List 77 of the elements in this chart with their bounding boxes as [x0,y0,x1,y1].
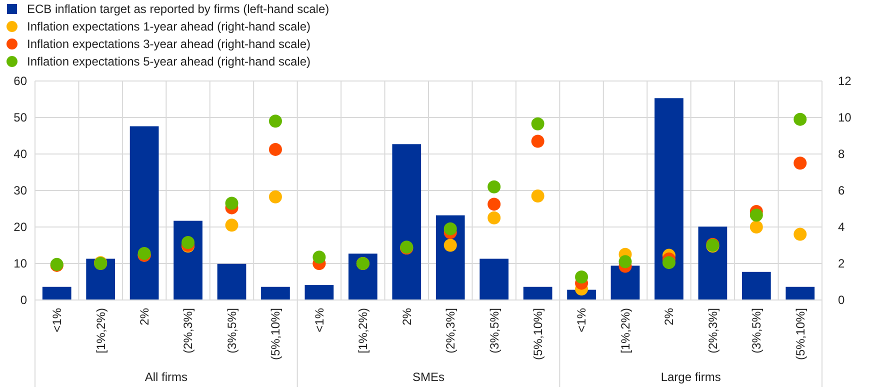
x-tick-label: 2% [400,308,414,326]
point [662,256,676,270]
point [531,189,544,202]
point [225,196,238,210]
bar [786,286,815,300]
x-tick-label: (2%,3%] [444,308,458,354]
x-tick-label: (2%,3%] [181,308,196,354]
y2-tick-label: 8 [838,147,845,162]
y-tick-label: 40 [14,147,28,162]
y2-tick-label: 2 [838,256,845,271]
bar [42,286,72,300]
bar [174,220,202,300]
y-tick-label: 30 [14,184,28,198]
text: All firms [144,370,188,384]
point [531,134,544,148]
x-tick-label: (5%,10%] [268,308,283,360]
bar [523,286,552,300]
point [488,180,501,194]
x-tick-label: (5%,10%] [531,308,546,360]
point [268,142,282,156]
point [794,112,807,126]
x-tick-label: [1%,2%) [356,308,370,354]
point [182,236,195,250]
point [444,222,457,236]
point [794,228,807,241]
y2-tick-label: 10 [838,110,852,125]
x-tick-label: (3%,5%] [224,308,239,354]
point [444,238,457,252]
point [531,117,544,130]
text: Large firms [660,370,721,384]
bar [610,266,640,300]
x-tick-label: (3%,5%] [487,308,502,354]
x-tick-label: (5%,10%] [793,308,808,360]
x-tick-label: (2%,3%] [706,308,720,354]
x-tick-label: (3%,5%] [750,308,764,354]
x-tick-label: <1% [50,308,64,332]
y-tick-label: 0 [20,293,28,308]
point [794,156,807,170]
point [750,208,763,222]
bar [654,98,684,300]
x-tick-label: <1% [312,308,326,332]
point [575,270,588,284]
y-tick-label: 10 [14,256,28,271]
x-tick-label: [1%,2%) [618,308,632,354]
y2-tick-label: 4 [838,220,845,234]
point [268,114,282,128]
y2-tick-label: 0 [838,293,845,308]
legend-label: Inflation expectations 1-year ahead (right-hand scale) [27,20,311,34]
x-tick-label: [1%,2%) [94,308,108,354]
bar [304,285,334,300]
legend-label: Inflation expectations 3-year ahead (right-hand scale) [27,37,311,52]
text: SMEs [412,370,445,384]
y-tick-label: 50 [14,110,28,125]
point [312,250,326,264]
y-tick-label: 60 [14,74,28,88]
bar [742,272,771,300]
bar [392,144,422,300]
x-tick-label: 2% [138,308,152,326]
point [488,198,501,211]
y-tick-label: 20 [14,220,28,234]
bar [261,286,290,300]
x-tick-label: 2% [662,308,676,326]
point [225,218,238,232]
point [618,255,632,268]
bar [348,254,378,300]
point [268,190,282,204]
legend-label: Inflation expectations 5-year ahead (right-hand scale) [27,54,311,69]
legend-label: ECB inflation target as reported by firms (left-hand scale) [27,2,330,16]
bar [217,264,246,300]
bar [130,126,159,300]
point [488,211,501,224]
x-tick-label: <1% [574,308,589,332]
bar [698,226,728,300]
y2-tick-label: 12 [838,74,852,88]
y2-tick-label: 6 [838,184,845,198]
bar [480,258,509,300]
point [750,220,763,234]
